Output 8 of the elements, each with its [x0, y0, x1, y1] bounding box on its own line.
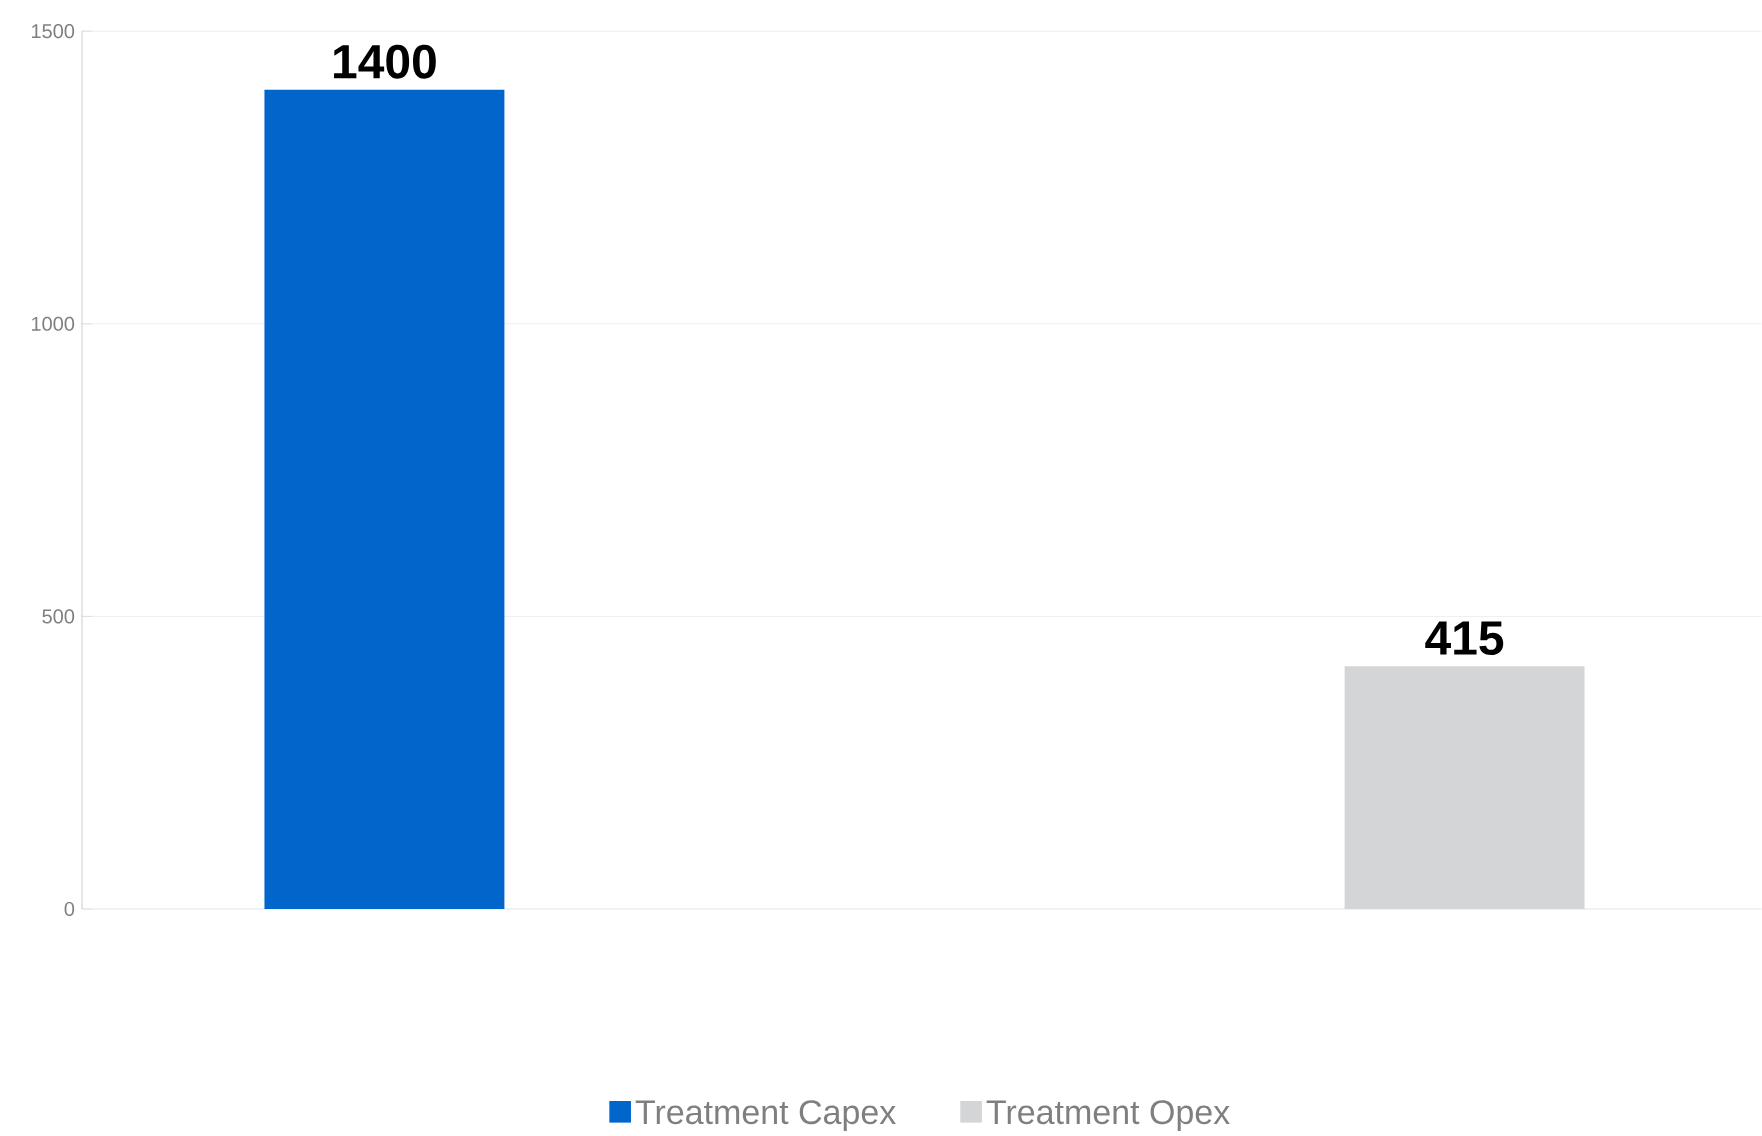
y-tick-label: 1500: [31, 24, 75, 39]
legend-label: Treatment Capex: [635, 1100, 896, 1132]
y-tick-label: 500: [42, 609, 75, 624]
data-label: 415: [1425, 621, 1504, 656]
data-label: 1400: [334, 44, 436, 79]
legend-label: Treatment Opex: [986, 1100, 1230, 1132]
y-tick-label: 1000: [31, 316, 75, 331]
y-tick-label: 0: [64, 902, 75, 917]
